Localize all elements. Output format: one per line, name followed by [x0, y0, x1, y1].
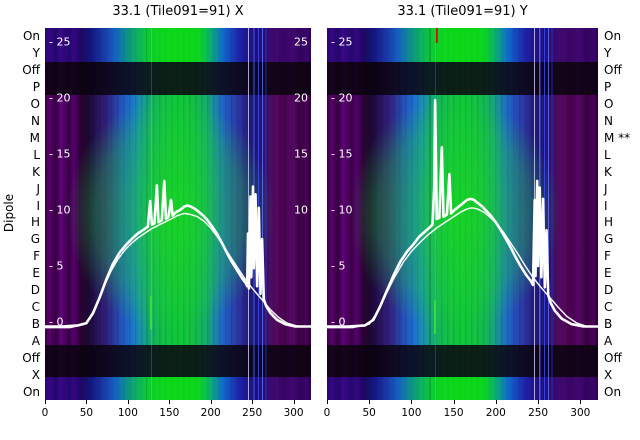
x-tick-label: 0 — [323, 407, 331, 419]
dipole-row-label: F — [604, 249, 611, 264]
x-tick-mark — [252, 400, 254, 404]
x-tick-label: 100 — [117, 407, 138, 419]
x-tick-label: 250 — [242, 407, 263, 419]
x-tick-mark — [369, 400, 371, 404]
dipole-row-label: O — [604, 97, 614, 112]
x-tick-label: 200 — [200, 407, 221, 419]
dipole-row-label: On — [22, 384, 40, 399]
panel-title-x: 33.1 (Tile091=91) X — [112, 4, 244, 19]
x-tick-mark — [86, 400, 88, 404]
dipole-row-label: B — [31, 316, 40, 331]
artifact-lines — [45, 28, 311, 400]
dipole-row-label: L — [604, 147, 611, 162]
x-tick-mark — [327, 400, 328, 404]
dipole-row-label: F — [33, 249, 40, 264]
dipole-row-label: A — [31, 333, 40, 348]
dipole-row-label: B — [604, 316, 613, 331]
dipole-row-label: C — [604, 300, 613, 314]
dipole-row-label: E — [32, 266, 40, 281]
heatmap-plot-y: - 25- 20- 15- 10- 5- 0 — [327, 28, 598, 400]
x-tick-label: 50 — [362, 407, 376, 419]
trace-main — [45, 179, 311, 328]
dipole-row-label: M — [29, 130, 40, 145]
dipole-row-label: O — [30, 97, 40, 112]
x-tick-label: 200 — [485, 407, 506, 419]
x-tick-mark — [495, 400, 497, 404]
x-tick-label: 300 — [570, 407, 591, 419]
dipole-row-label: On — [604, 29, 622, 44]
dipole-row-label: Off — [22, 63, 40, 78]
trace-main — [327, 98, 598, 328]
dipole-row-label: A — [604, 333, 613, 348]
artifact-lines — [327, 28, 598, 400]
dipole-row-label: D — [604, 283, 614, 298]
dipole-row-label: J — [604, 181, 608, 196]
x-tick-mark — [45, 400, 46, 404]
dipole-row-label: J — [36, 181, 40, 196]
dipole-row-label: E — [604, 266, 612, 281]
dipole-row-label: Off — [22, 350, 40, 365]
x-axis-ticks-y: 0 50 100 150 200 250 300 — [323, 400, 598, 426]
dipole-row-label: P — [32, 80, 40, 95]
trace-secondary — [327, 207, 598, 329]
x-tick-label: 100 — [401, 407, 422, 419]
dipole-row-label: Off — [604, 63, 622, 78]
panel-title-y: 33.1 (Tile091=91) Y — [397, 4, 528, 19]
dipole-row-label: G — [604, 232, 614, 247]
x-axis-ticks-x: 0 50 100 150 200 250 300 — [41, 400, 311, 426]
x-tick-mark — [580, 400, 582, 404]
x-tick-mark — [127, 400, 129, 404]
dipole-labels-right: On Y Off P O N M ** L K J I H G F E D C B A Off X On — [604, 28, 640, 400]
x-tick-mark — [169, 400, 171, 404]
x-tick-label: 250 — [528, 407, 549, 419]
green-tick-marker — [434, 300, 437, 334]
dipole-row-label: N — [604, 114, 613, 128]
dipole-row-label: On — [604, 384, 622, 399]
dipole-row-label: P — [604, 80, 612, 95]
x-tick-mark — [293, 400, 295, 404]
dipole-row-label: K — [32, 164, 40, 179]
x-tick-mark — [453, 400, 455, 404]
dipole-row-label: Y — [604, 46, 612, 61]
dipole-row-label: H — [30, 215, 40, 230]
panel-y: 33.1 (Tile091=91) Y - 25- 20- 15- 10- 5-… — [327, 4, 598, 400]
x-tick-mark — [210, 400, 212, 404]
dipole-row-label: X — [604, 367, 613, 382]
dipole-row-label: G — [30, 232, 40, 247]
dipole-row-label: I — [36, 198, 40, 213]
x-tick-mark — [411, 400, 413, 404]
x-tick-label: 300 — [283, 407, 304, 419]
dipole-row-label: Off — [604, 350, 622, 365]
dipole-row-label: On — [22, 29, 40, 44]
dipole-row-label: N — [31, 114, 40, 128]
dipole-row-label: C — [31, 300, 40, 314]
trace-secondary — [45, 212, 311, 329]
panel-x: 33.1 (Tile091=91) X - 25- 20- 15- 10- 5-… — [45, 4, 311, 400]
x-tick-label: 0 — [41, 407, 49, 419]
dipole-row-label: K — [604, 164, 612, 179]
red-tick-marker — [435, 28, 438, 43]
dipole-row-label: I — [604, 198, 608, 213]
dipole-row-label: L — [33, 147, 40, 162]
dipole-row-label: H — [604, 215, 614, 230]
dipole-labels-left: On Y Off P O N M L K J I H G F E D C B A Off X On — [0, 28, 40, 400]
overlay-traces-x — [45, 179, 311, 330]
overlay-traces-y — [327, 28, 598, 334]
x-tick-label: 150 — [159, 407, 180, 419]
dipole-row-label: M ** — [604, 130, 631, 145]
dipole-row-label: D — [30, 283, 40, 298]
x-tick-mark — [538, 400, 540, 404]
x-tick-label: 150 — [443, 407, 464, 419]
dipole-row-label: Y — [32, 46, 40, 61]
dipole-row-label: X — [31, 367, 40, 382]
green-tick-marker — [150, 296, 153, 330]
x-tick-label: 50 — [79, 407, 94, 419]
heatmap-plot-x: - 25- 20- 15- 10- 5- 0 25 20 15 10 — [45, 28, 311, 400]
